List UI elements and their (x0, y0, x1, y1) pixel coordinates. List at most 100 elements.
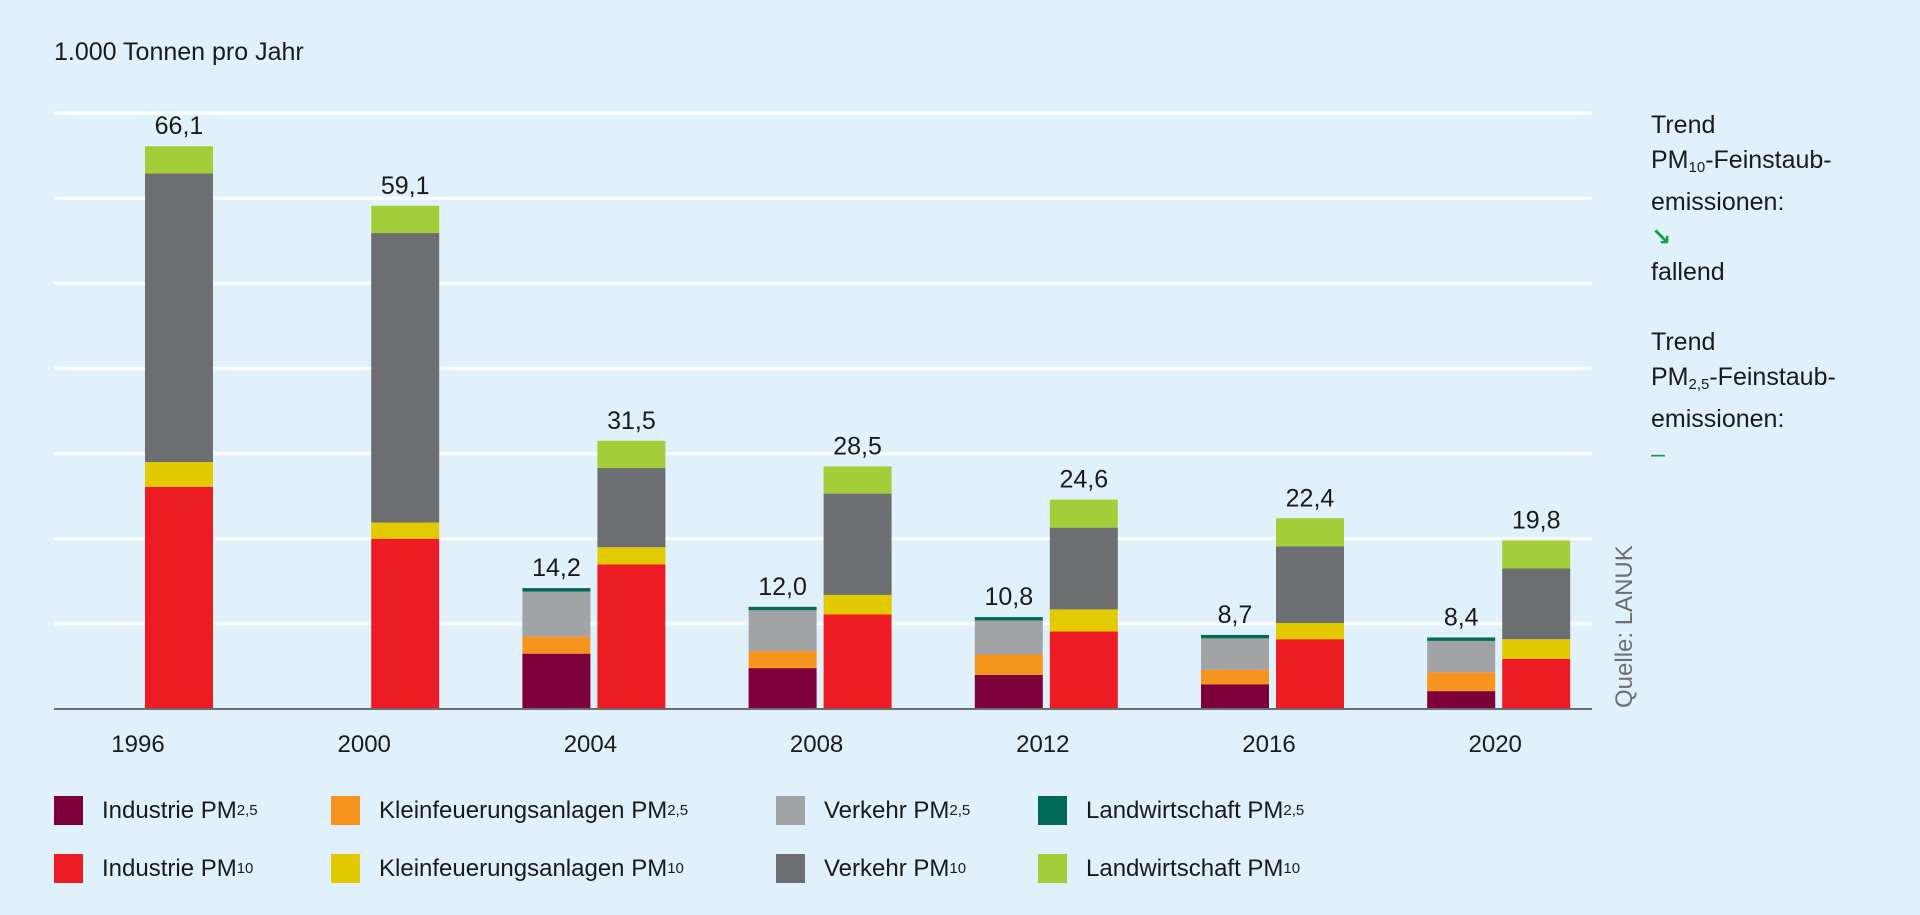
bar-segment-pm25-kleinfeuerungsanlagen (974, 654, 1043, 675)
bar-segment-pm10-kleinfeuerungsanlagen (1276, 623, 1344, 640)
data-label-total: 14,2 (532, 554, 581, 582)
bar-segment-pm25-kleinfeuerungsanlagen (1427, 672, 1496, 692)
bar-segment-pm10-kleinfeuerungsanlagen (597, 547, 666, 565)
bar-segment-pm10-landwirtschaft (371, 205, 440, 234)
source-label: Quelle: LANUK (1611, 545, 1638, 708)
trend-panel: Trend PM10-Feinstaub- emissionen: ↘ fall… (1651, 108, 1836, 472)
legend-label: Verkehr PM (824, 796, 950, 824)
bar-segment-pm10-landwirtschaft (1049, 499, 1118, 528)
pm-text: PM (1651, 363, 1689, 391)
bar-segment-pm25-verkehr (1201, 638, 1269, 670)
bar-segment-pm25-landwirtschaft (748, 606, 817, 611)
bar-segment-pm10-kleinfeuerungsanlagen (145, 462, 213, 487)
bar-segment-pm10-landwirtschaft (1276, 518, 1344, 547)
bar-segment-pm10-industrie (145, 486, 213, 709)
bar-segment-pm10-verkehr (1502, 568, 1571, 640)
bar-segment-pm25-industrie (748, 668, 817, 709)
bar-segment-pm25-kleinfeuerungsanlagen (748, 651, 817, 669)
x-tick-label: 2000 (338, 731, 391, 758)
bar-segment-pm25-verkehr (748, 610, 817, 652)
trend-pm25-emissionen: emissionen: (1651, 405, 1785, 433)
bar-segment-pm10-industrie (1276, 639, 1344, 709)
bar-segment-pm25-landwirtschaft (522, 588, 591, 592)
x-tick-label: 2020 (1469, 731, 1522, 758)
legend-swatch (1038, 796, 1067, 825)
data-label-total: 8,7 (1218, 601, 1253, 629)
feinstaub-text: -Feinstaub- (1709, 363, 1836, 391)
data-label-total: 19,8 (1512, 506, 1561, 534)
bar-segment-pm10-verkehr (145, 173, 213, 463)
data-label-total: 10,8 (984, 583, 1033, 611)
legend-label: Landwirtschaft PM (1086, 854, 1284, 882)
data-label-total: 66,1 (155, 112, 204, 140)
bar-segment-pm25-landwirtschaft (1427, 637, 1496, 641)
bar-segment-pm25-verkehr (974, 620, 1043, 655)
legend-item: Verkehr PM 10 (776, 854, 966, 883)
bar-segment-pm10-landwirtschaft (145, 146, 213, 174)
data-label-total: 28,5 (833, 432, 882, 460)
bar-segment-pm10-industrie (1502, 658, 1571, 709)
trend-pm10-emissionen: emissionen: (1651, 188, 1785, 216)
trend-pm10-title: Trend (1651, 111, 1716, 139)
bar-segment-pm10-landwirtschaft (1502, 540, 1571, 569)
bar-segment-pm10-verkehr (1049, 527, 1118, 610)
pm-subscript: 2,5 (1688, 376, 1710, 393)
data-label-total: 22,4 (1286, 484, 1335, 512)
bar-segment-pm10-verkehr (371, 233, 440, 523)
legend-item: Industrie PM 2,5 (54, 796, 258, 825)
x-tick-label: 2016 (1242, 731, 1295, 758)
bar-segment-pm10-industrie (371, 538, 440, 709)
legend-swatch (54, 854, 83, 883)
legend-item: Landwirtschaft PM 2,5 (1038, 796, 1304, 825)
data-label-total: 59,1 (381, 172, 430, 200)
bar-segment-pm10-industrie (597, 564, 666, 709)
trend-pm25-value: – (1651, 440, 1665, 468)
legend-label: Kleinfeuerungsanlagen PM (379, 796, 668, 824)
legend-subscript: 10 (1283, 860, 1301, 877)
legend-swatch (1038, 854, 1067, 883)
x-tick-label: 2012 (1016, 731, 1069, 758)
legend-item: Kleinfeuerungsanlagen PM 2,5 (331, 796, 688, 825)
legend-label: Landwirtschaft PM (1086, 796, 1284, 824)
trend-pm10-subtitle: PM10-Feinstaub- (1651, 143, 1836, 185)
legend-swatch (776, 854, 805, 883)
legend-subscript: 10 (949, 860, 967, 877)
legend-subscript: 2,5 (1283, 802, 1305, 819)
bar-segment-pm10-industrie (1049, 631, 1118, 709)
bar-segment-pm10-industrie (823, 614, 892, 709)
bar-segment-pm10-kleinfeuerungsanlagen (1502, 639, 1571, 659)
bar-segment-pm25-industrie (974, 674, 1043, 709)
bar-segment-pm25-industrie (1201, 684, 1269, 709)
legend-swatch (54, 796, 83, 825)
bar-segment-pm10-kleinfeuerungsanlagen (371, 522, 440, 539)
legend-swatch (331, 796, 360, 825)
bar-segment-pm25-kleinfeuerungsanlagen (522, 636, 591, 654)
x-tick-label: 1996 (111, 731, 164, 758)
legend-item: Verkehr PM 2,5 (776, 796, 970, 825)
data-label-total: 24,6 (1059, 466, 1108, 494)
x-tick-label: 2004 (564, 731, 617, 758)
trend-pm10-value: fallend (1651, 258, 1725, 286)
data-label-total: 31,5 (607, 407, 656, 435)
bar-segment-pm10-verkehr (597, 468, 666, 548)
pm-subscript: 10 (1688, 159, 1706, 176)
legend-item: Kleinfeuerungsanlagen PM 10 (331, 854, 684, 883)
data-label-total: 8,4 (1444, 603, 1479, 631)
feinstaub-text: -Feinstaub- (1705, 146, 1832, 174)
arrow-down-right-icon: ↘ (1651, 224, 1672, 251)
bar-segment-pm10-landwirtschaft (823, 466, 892, 494)
data-label-total: 12,0 (758, 573, 807, 601)
bar-segment-pm10-landwirtschaft (597, 440, 666, 469)
legend-swatch (331, 854, 360, 883)
pm-text: PM (1651, 146, 1689, 174)
y-axis-unit-label: 1.000 Tonnen pro Jahr (54, 38, 304, 66)
bar-segment-pm25-verkehr (1427, 640, 1496, 673)
legend-label: Industrie PM (102, 854, 237, 882)
x-tick-label: 2008 (790, 731, 843, 758)
bar-segment-pm10-verkehr (1276, 546, 1344, 624)
legend-item: Industrie PM 10 (54, 854, 253, 883)
bar-segment-pm25-industrie (522, 653, 591, 709)
legend-label: Industrie PM (102, 796, 237, 824)
trend-pm25-subtitle: PM2,5-Feinstaub- (1651, 360, 1836, 402)
